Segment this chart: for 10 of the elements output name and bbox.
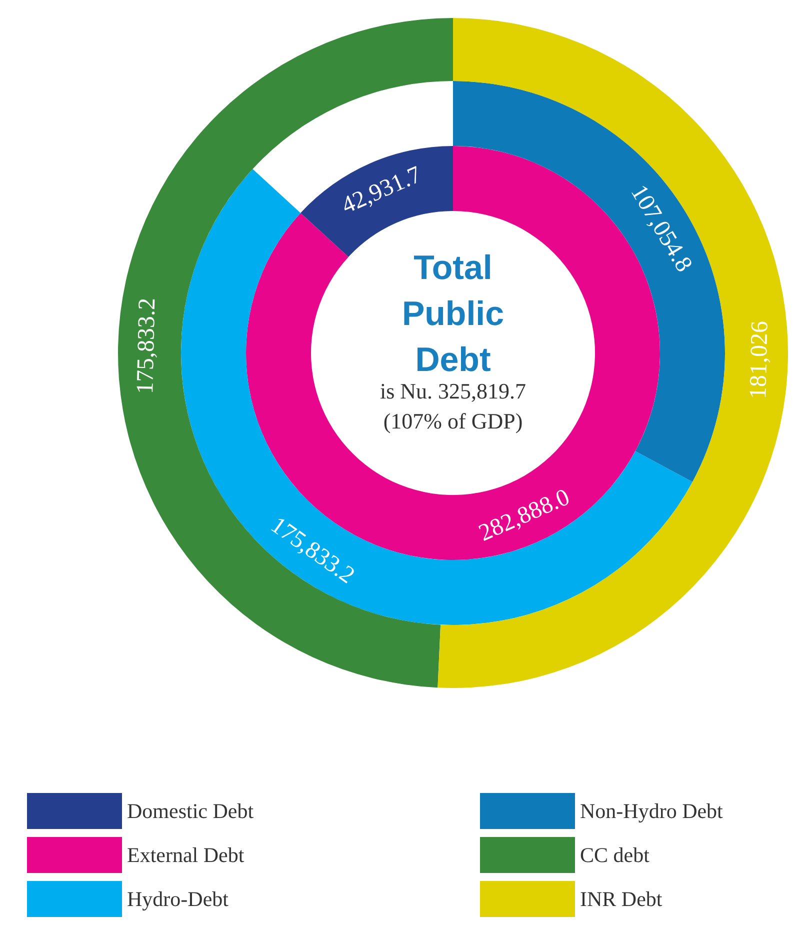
legend-label: Hydro-Debt xyxy=(127,887,229,911)
legend-label: Domestic Debt xyxy=(127,799,254,823)
legend-label: Non-Hydro Debt xyxy=(580,799,724,823)
data-label: 175,833.2 xyxy=(132,298,161,394)
text: is Nu. 325,819.7 (107% of GDP) xyxy=(380,378,526,434)
legend-label: INR Debt xyxy=(580,887,662,911)
legend-label: External Debt xyxy=(127,843,244,867)
text: Total Public Debt xyxy=(402,249,504,379)
legend-label: CC debt xyxy=(580,843,650,867)
data-label: 181,026 xyxy=(746,320,774,400)
